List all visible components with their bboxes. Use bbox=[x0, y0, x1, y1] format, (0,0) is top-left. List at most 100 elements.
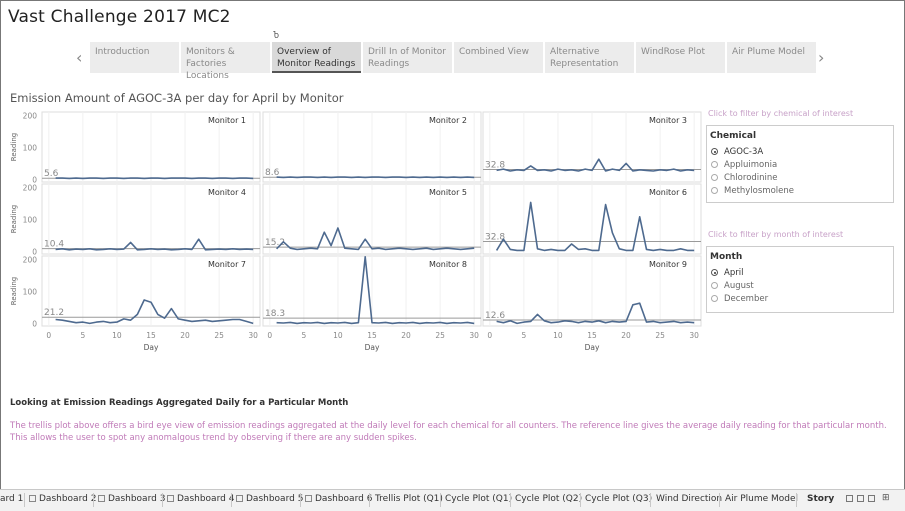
x-tick-label: 20 bbox=[180, 331, 190, 340]
series-line bbox=[496, 158, 695, 172]
radio-unchecked-icon bbox=[711, 187, 718, 194]
panel-monitor-5: 15.2 Monitor 5 bbox=[262, 183, 482, 255]
story-point-overview[interactable]: Overview of Monitor Readings bbox=[272, 42, 361, 73]
prev-story-point-button[interactable]: ‹ bbox=[76, 48, 83, 67]
chemical-option-chlorodinine[interactable]: Chlorodinine bbox=[711, 171, 893, 184]
month-option-december[interactable]: December bbox=[711, 292, 893, 305]
story-point-alternative[interactable]: Alternative Representation bbox=[545, 42, 634, 73]
tab-label: Dashboard 5 bbox=[246, 494, 304, 504]
tab-label: Trellis Plot (Q1) bbox=[375, 494, 443, 504]
month-option-label: December bbox=[724, 293, 769, 304]
series-line bbox=[276, 227, 475, 251]
panel-monitor-8: 18.3 Monitor 8 bbox=[262, 255, 482, 327]
month-filter-title: Month bbox=[710, 252, 743, 262]
y-tick-label: 0 bbox=[32, 248, 37, 257]
x-tick-label: 25 bbox=[435, 331, 445, 340]
radio-unchecked-icon bbox=[711, 295, 718, 302]
tab-wind-direction[interactable]: Wind Direction bbox=[656, 494, 722, 504]
chemical-option-agoc-3a[interactable]: AGOC-3A bbox=[711, 145, 893, 158]
tab-divider bbox=[231, 493, 232, 507]
tab-air-plume-model[interactable]: Air Plume Model bbox=[725, 494, 798, 504]
tab-label: Story bbox=[807, 494, 835, 504]
chemical-option-label: Chlorodinine bbox=[724, 172, 778, 183]
tab-divider bbox=[369, 493, 370, 507]
tab-cycle-plot-q1[interactable]: Cycle Plot (Q1) bbox=[445, 494, 512, 504]
panel-monitor-7: 21.2 Monitor 7 bbox=[41, 255, 261, 327]
tab-dashboard-1[interactable]: ard 1 bbox=[0, 494, 23, 504]
chemical-filter-hint: Click to filter by chemical of interest bbox=[708, 109, 854, 118]
average-label: 32.8 bbox=[485, 233, 505, 243]
panel-title: Monitor 2 bbox=[429, 116, 467, 125]
tab-label: Dashboard 2 bbox=[39, 494, 97, 504]
x-tick-label: 30 bbox=[689, 331, 699, 340]
chemical-filter-title: Chemical bbox=[710, 131, 757, 141]
chemical-option-methylosmolene[interactable]: Methylosmolene bbox=[711, 184, 893, 197]
panel-monitor-3: 32.8 Monitor 3 bbox=[482, 111, 702, 183]
story-point-drill-in[interactable]: Drill In of Monitor Readings bbox=[363, 42, 452, 73]
panel-monitor-4: 10.4 Monitor 4 bbox=[41, 183, 261, 255]
series-line bbox=[55, 238, 254, 251]
tab-dashboard-3[interactable]: Dashboard 3 bbox=[98, 494, 165, 504]
average-label: 32.8 bbox=[485, 161, 505, 171]
tab-label: Air Plume Model bbox=[725, 494, 799, 504]
month-filter-hint: Click to filter by month of interest bbox=[708, 230, 844, 239]
tab-cycle-plot-q2[interactable]: Cycle Plot (Q2) bbox=[515, 494, 582, 504]
new-dashboard-icon[interactable] bbox=[857, 495, 864, 502]
month-option-august[interactable]: August bbox=[711, 279, 893, 292]
tab-label: Dashboard 3 bbox=[108, 494, 166, 504]
month-option-label: April bbox=[724, 267, 744, 278]
tab-story[interactable]: Story bbox=[807, 494, 834, 504]
y-tick-label: 100 bbox=[23, 216, 38, 225]
panel-title: Monitor 7 bbox=[208, 260, 246, 269]
x-tick-label: 20 bbox=[401, 331, 411, 340]
mouse-cursor-icon: Ⴆ bbox=[273, 31, 280, 40]
x-tick-label: 10 bbox=[553, 331, 563, 340]
panel-title: Monitor 4 bbox=[208, 188, 246, 197]
tab-dashboard-2[interactable]: Dashboard 2 bbox=[29, 494, 96, 504]
chemical-option-appluimonia[interactable]: Appluimonia bbox=[711, 158, 893, 171]
description-body: The trellis plot above offers a bird eye… bbox=[10, 421, 887, 443]
panel-monitor-6: 32.8 Monitor 6 bbox=[482, 183, 702, 255]
story-point-combined-view[interactable]: Combined View bbox=[454, 42, 543, 73]
x-axis-title: Day bbox=[144, 343, 159, 352]
sheet-tab-bar: ard 1 Dashboard 2 Dashboard 3 Dashboard … bbox=[0, 489, 905, 511]
panel-title: Monitor 1 bbox=[208, 116, 246, 125]
average-label: 10.4 bbox=[44, 240, 64, 250]
tab-cycle-plot-q3[interactable]: Cycle Plot (Q3) bbox=[585, 494, 652, 504]
y-tick-label: 200 bbox=[23, 184, 38, 193]
tab-label: Cycle Plot (Q2) bbox=[515, 494, 583, 504]
x-tick-label: 15 bbox=[146, 331, 156, 340]
story-navigator: ‹ › Introduction Monitors & Factories Lo… bbox=[70, 40, 834, 81]
new-story-icon[interactable] bbox=[868, 495, 875, 502]
x-tick-label: 0 bbox=[46, 331, 51, 340]
average-label: 5.6 bbox=[44, 169, 59, 179]
next-story-point-button[interactable]: › bbox=[818, 48, 825, 67]
story-point-monitors-factories[interactable]: Monitors & Factories Locations bbox=[181, 42, 270, 81]
tab-dashboard-6[interactable]: Dashboard 6 bbox=[305, 494, 372, 504]
series-line bbox=[495, 201, 695, 252]
radio-unchecked-icon bbox=[711, 161, 718, 168]
app-title: Vast Challenge 2017 MC2 bbox=[8, 7, 231, 27]
tab-dashboard-4[interactable]: Dashboard 4 bbox=[167, 494, 234, 504]
radio-unchecked-icon bbox=[711, 174, 718, 181]
panel-monitor-2: 8.6 Monitor 2 bbox=[262, 111, 482, 183]
story-point-windrose[interactable]: WindRose Plot bbox=[636, 42, 725, 73]
dashboard-icon bbox=[236, 495, 243, 502]
series-line bbox=[55, 299, 254, 325]
month-option-label: August bbox=[724, 280, 754, 291]
chemical-option-label: Appluimonia bbox=[724, 159, 778, 170]
grid-view-icon[interactable]: ⊞ bbox=[882, 493, 890, 503]
tab-dashboard-5[interactable]: Dashboard 5 bbox=[236, 494, 303, 504]
month-option-april[interactable]: April bbox=[711, 266, 893, 279]
x-tick-label: 30 bbox=[469, 331, 479, 340]
tab-divider bbox=[650, 493, 651, 507]
tab-trellis-plot-q1[interactable]: Trellis Plot (Q1) bbox=[375, 494, 443, 504]
radio-unchecked-icon bbox=[711, 282, 718, 289]
tab-label: Cycle Plot (Q1) bbox=[445, 494, 513, 504]
x-tick-label: 15 bbox=[367, 331, 377, 340]
story-point-air-plume[interactable]: Air Plume Model bbox=[727, 42, 816, 73]
y-axis-title: Reading bbox=[10, 277, 18, 305]
story-point-introduction[interactable]: Introduction bbox=[90, 42, 179, 73]
dashboard-icon bbox=[98, 495, 105, 502]
new-worksheet-icon[interactable] bbox=[846, 495, 853, 502]
